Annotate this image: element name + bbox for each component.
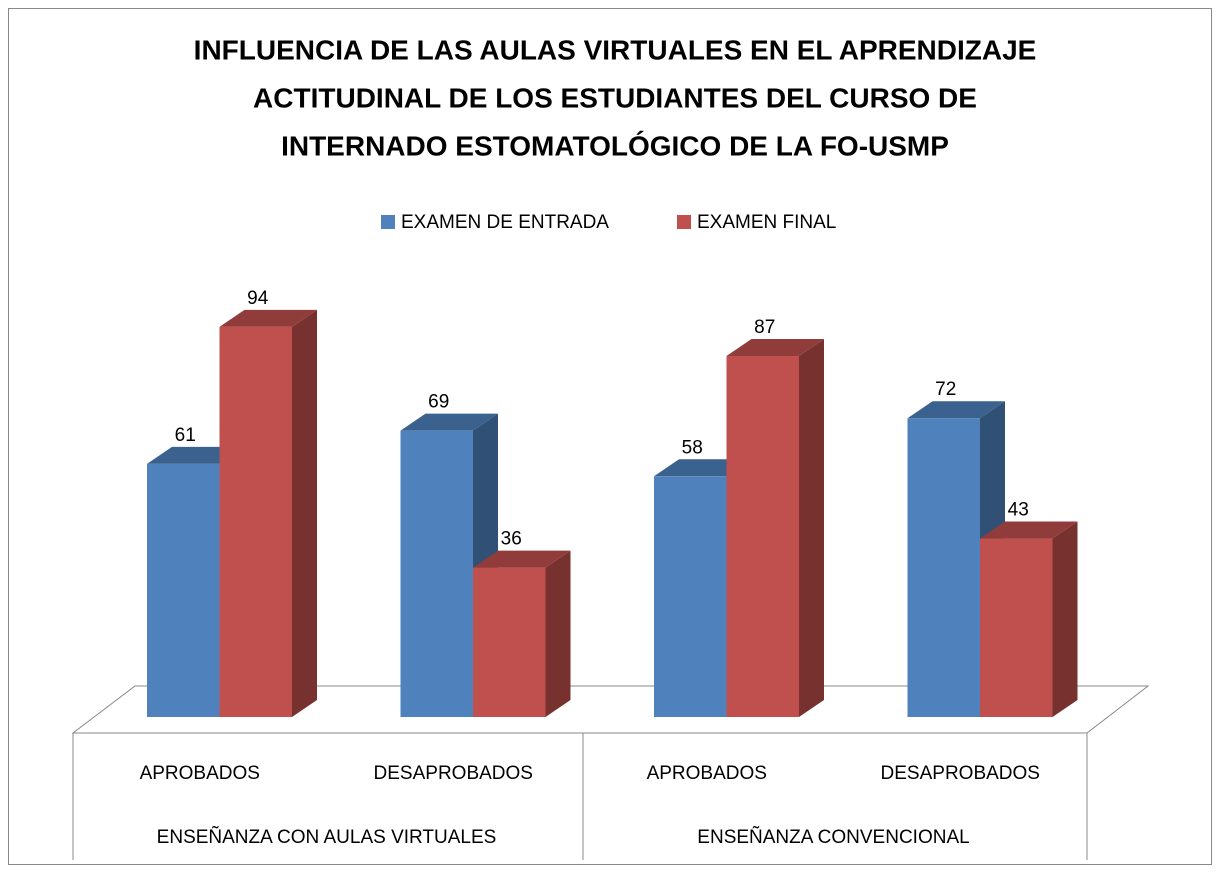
bar-side	[1052, 521, 1078, 717]
legend-swatch	[381, 215, 395, 229]
bar-top	[907, 401, 1005, 419]
data-label: 61	[175, 425, 196, 446]
legend-label: EXAMEN DE ENTRADA	[401, 212, 609, 233]
x-tick-label: DESAPROBADOS	[881, 763, 1040, 784]
bar	[473, 567, 546, 717]
bar	[147, 463, 220, 717]
bar-top	[726, 338, 824, 356]
floor	[71, 685, 1150, 734]
data-label: 94	[247, 288, 269, 309]
bar	[907, 418, 980, 717]
data-label: 69	[428, 392, 449, 413]
data-label: 72	[935, 379, 956, 400]
bar	[400, 430, 473, 717]
bar-side	[545, 550, 571, 717]
bar-side	[292, 309, 317, 717]
bar-top	[980, 521, 1078, 539]
chart-title: ACTITUDINAL DE LOS ESTUDIANTES DEL CURSO…	[253, 82, 977, 113]
group-label: ENSEÑANZA CON AULAS VIRTUALES	[157, 826, 497, 848]
x-tick-label: DESAPROBADOS	[374, 763, 533, 784]
bar	[219, 326, 292, 717]
x-tick-label: APROBADOS	[140, 763, 260, 784]
bar-side	[799, 338, 824, 717]
data-label: 87	[754, 317, 775, 338]
data-label: 43	[1008, 500, 1029, 521]
data-label: 36	[501, 529, 522, 550]
chart-title: INTERNADO ESTOMATOLÓGICO DE LA FO-USMP	[281, 130, 949, 161]
bar-top	[400, 413, 498, 431]
data-label: 58	[682, 437, 703, 458]
bar-top	[219, 309, 317, 327]
x-tick-label: APROBADOS	[647, 763, 767, 784]
chart-title: INFLUENCIA DE LAS AULAS VIRTUALES EN EL …	[194, 34, 1037, 65]
group-label: ENSEÑANZA CONVENCIONAL	[697, 826, 969, 848]
legend-label: EXAMEN FINAL	[697, 212, 836, 233]
bar-top	[473, 550, 571, 568]
legend-swatch	[677, 215, 691, 229]
bar	[654, 476, 727, 717]
bar	[726, 355, 799, 717]
bar	[980, 538, 1053, 717]
